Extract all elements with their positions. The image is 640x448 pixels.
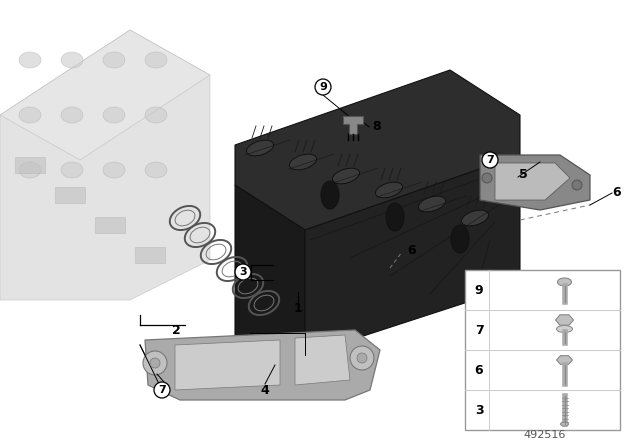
Ellipse shape — [557, 278, 572, 286]
Text: 6: 6 — [475, 363, 483, 376]
Ellipse shape — [61, 52, 83, 68]
Ellipse shape — [419, 196, 445, 212]
Bar — [55, 187, 85, 203]
Text: 3: 3 — [475, 404, 483, 417]
Ellipse shape — [557, 326, 573, 332]
Text: 9: 9 — [319, 82, 327, 92]
Polygon shape — [145, 330, 380, 400]
Circle shape — [235, 264, 251, 280]
Ellipse shape — [451, 225, 469, 253]
Ellipse shape — [103, 107, 125, 123]
Text: 3: 3 — [239, 267, 247, 277]
Ellipse shape — [103, 52, 125, 68]
Bar — [135, 247, 165, 263]
Polygon shape — [557, 356, 573, 364]
Circle shape — [154, 382, 170, 398]
Polygon shape — [556, 315, 573, 325]
Polygon shape — [175, 340, 280, 390]
Bar — [465, 270, 620, 430]
Polygon shape — [0, 30, 210, 300]
Ellipse shape — [103, 162, 125, 178]
Polygon shape — [480, 155, 590, 210]
Polygon shape — [495, 163, 570, 200]
Ellipse shape — [376, 182, 403, 198]
Ellipse shape — [289, 154, 317, 170]
Bar — [95, 217, 125, 233]
Text: 6: 6 — [408, 244, 416, 257]
Ellipse shape — [145, 52, 167, 68]
Text: 7: 7 — [486, 155, 494, 165]
Circle shape — [315, 79, 331, 95]
Ellipse shape — [61, 162, 83, 178]
Polygon shape — [0, 30, 210, 160]
Text: 6: 6 — [612, 186, 621, 199]
Text: 2: 2 — [172, 323, 180, 336]
Polygon shape — [235, 185, 305, 355]
Polygon shape — [305, 155, 520, 355]
Circle shape — [572, 180, 582, 190]
Text: 5: 5 — [518, 168, 527, 181]
Polygon shape — [235, 70, 520, 230]
Circle shape — [150, 358, 160, 368]
Ellipse shape — [61, 107, 83, 123]
Text: 8: 8 — [372, 120, 381, 133]
Ellipse shape — [19, 52, 41, 68]
Bar — [15, 157, 45, 173]
Ellipse shape — [321, 181, 339, 209]
Circle shape — [143, 351, 167, 375]
Circle shape — [482, 173, 492, 183]
Text: 492516: 492516 — [524, 430, 566, 440]
Ellipse shape — [19, 107, 41, 123]
Ellipse shape — [19, 162, 41, 178]
Ellipse shape — [332, 168, 360, 184]
Ellipse shape — [246, 140, 273, 156]
Circle shape — [350, 346, 374, 370]
Ellipse shape — [561, 422, 568, 426]
Text: 1: 1 — [294, 302, 302, 314]
Ellipse shape — [461, 210, 488, 226]
Text: 4: 4 — [260, 383, 269, 396]
Text: 7: 7 — [158, 385, 166, 395]
Text: 9: 9 — [475, 284, 483, 297]
Ellipse shape — [386, 203, 404, 231]
Ellipse shape — [145, 162, 167, 178]
Ellipse shape — [145, 107, 167, 123]
Polygon shape — [343, 116, 363, 134]
Circle shape — [482, 152, 498, 168]
Polygon shape — [295, 335, 350, 385]
Text: 7: 7 — [475, 323, 483, 336]
Circle shape — [357, 353, 367, 363]
